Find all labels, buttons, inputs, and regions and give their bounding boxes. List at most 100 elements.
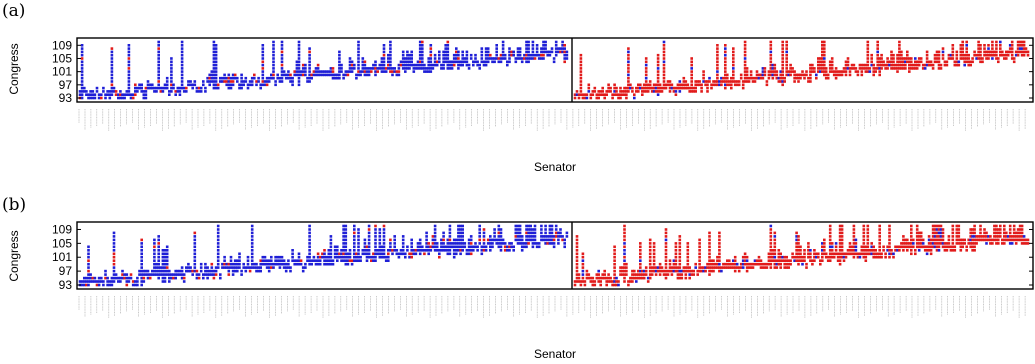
blue-point [423, 63, 426, 67]
blue-point [418, 249, 422, 252]
blue-point [229, 259, 233, 262]
blue-point [323, 252, 326, 256]
red-point [826, 76, 830, 80]
red-point [821, 70, 824, 73]
blue-point [459, 60, 462, 64]
red-point [739, 262, 743, 266]
red-point [797, 73, 800, 77]
red-point [917, 231, 921, 235]
blue-point [367, 245, 371, 249]
red-point [631, 276, 634, 280]
red-point [927, 242, 931, 245]
blue-point [327, 255, 331, 259]
red-point [830, 242, 834, 245]
blue-point [295, 262, 299, 266]
blue-point [80, 96, 84, 100]
blue-point [127, 70, 131, 73]
red-point [650, 90, 654, 93]
red-point [1012, 57, 1016, 60]
blue-point [297, 259, 301, 262]
red-point [708, 266, 711, 269]
blue-point [206, 276, 209, 280]
red-point [728, 83, 731, 87]
red-point [957, 63, 961, 67]
red-point [828, 63, 832, 67]
blue-point [554, 44, 558, 47]
blue-point [448, 231, 452, 235]
red-point [910, 60, 913, 64]
red-point [452, 63, 456, 67]
red-point [834, 249, 838, 252]
red-point [917, 63, 921, 67]
red-point [623, 224, 626, 228]
blue-point [295, 63, 299, 67]
red-point [830, 67, 834, 70]
red-point [852, 249, 856, 252]
blue-point [486, 60, 490, 64]
blue-point [452, 255, 456, 259]
blue-point [212, 273, 216, 276]
blue-point [771, 67, 775, 70]
blue-point [125, 276, 129, 280]
red-point [921, 245, 925, 249]
blue-point [208, 273, 211, 276]
red-point [900, 67, 903, 70]
red-point [142, 276, 146, 280]
red-point [781, 70, 784, 73]
blue-point [304, 266, 307, 269]
blue-point [365, 259, 369, 262]
red-point [633, 269, 636, 273]
red-point [915, 242, 919, 245]
red-point [995, 242, 998, 245]
blue-point [344, 242, 348, 245]
blue-point [550, 231, 554, 235]
red-point [793, 70, 796, 73]
red-point [933, 231, 937, 235]
red-point [720, 266, 723, 269]
red-point [469, 252, 473, 256]
blue-point [187, 80, 190, 83]
red-point [979, 231, 982, 235]
red-point [678, 235, 682, 238]
blue-point [357, 249, 360, 252]
blue-point [565, 235, 569, 238]
blue-point [140, 269, 143, 273]
red-point [623, 90, 626, 93]
red-point [840, 245, 844, 249]
blue-point [702, 269, 705, 273]
red-point [664, 231, 668, 235]
blue-point [342, 249, 345, 252]
red-point [714, 80, 717, 83]
blue-point [478, 242, 481, 245]
red-point [1012, 228, 1016, 231]
blue-point [255, 266, 258, 269]
blue-point [110, 90, 114, 93]
red-point [779, 73, 782, 77]
blue-point [408, 255, 411, 259]
red-point [376, 70, 379, 73]
blue-point [257, 266, 260, 269]
blue-point [342, 245, 345, 249]
red-point [931, 231, 935, 235]
blue-point [259, 269, 262, 273]
red-point [686, 249, 690, 252]
red-point [1003, 231, 1006, 235]
blue-point [180, 80, 184, 83]
red-point [969, 63, 972, 67]
red-point [777, 255, 781, 259]
red-point [961, 44, 964, 47]
red-point [904, 67, 907, 70]
blue-point [210, 273, 214, 276]
red-point [575, 238, 579, 242]
red-point [943, 249, 947, 252]
blue-point [240, 269, 243, 273]
red-point [619, 266, 622, 269]
red-point [886, 63, 889, 67]
blue-point [127, 73, 131, 77]
blue-point [540, 47, 543, 50]
blue-point [769, 50, 773, 54]
red-point [878, 238, 881, 242]
blue-point [318, 259, 322, 262]
blue-point [367, 249, 371, 252]
blue-point [438, 50, 441, 54]
